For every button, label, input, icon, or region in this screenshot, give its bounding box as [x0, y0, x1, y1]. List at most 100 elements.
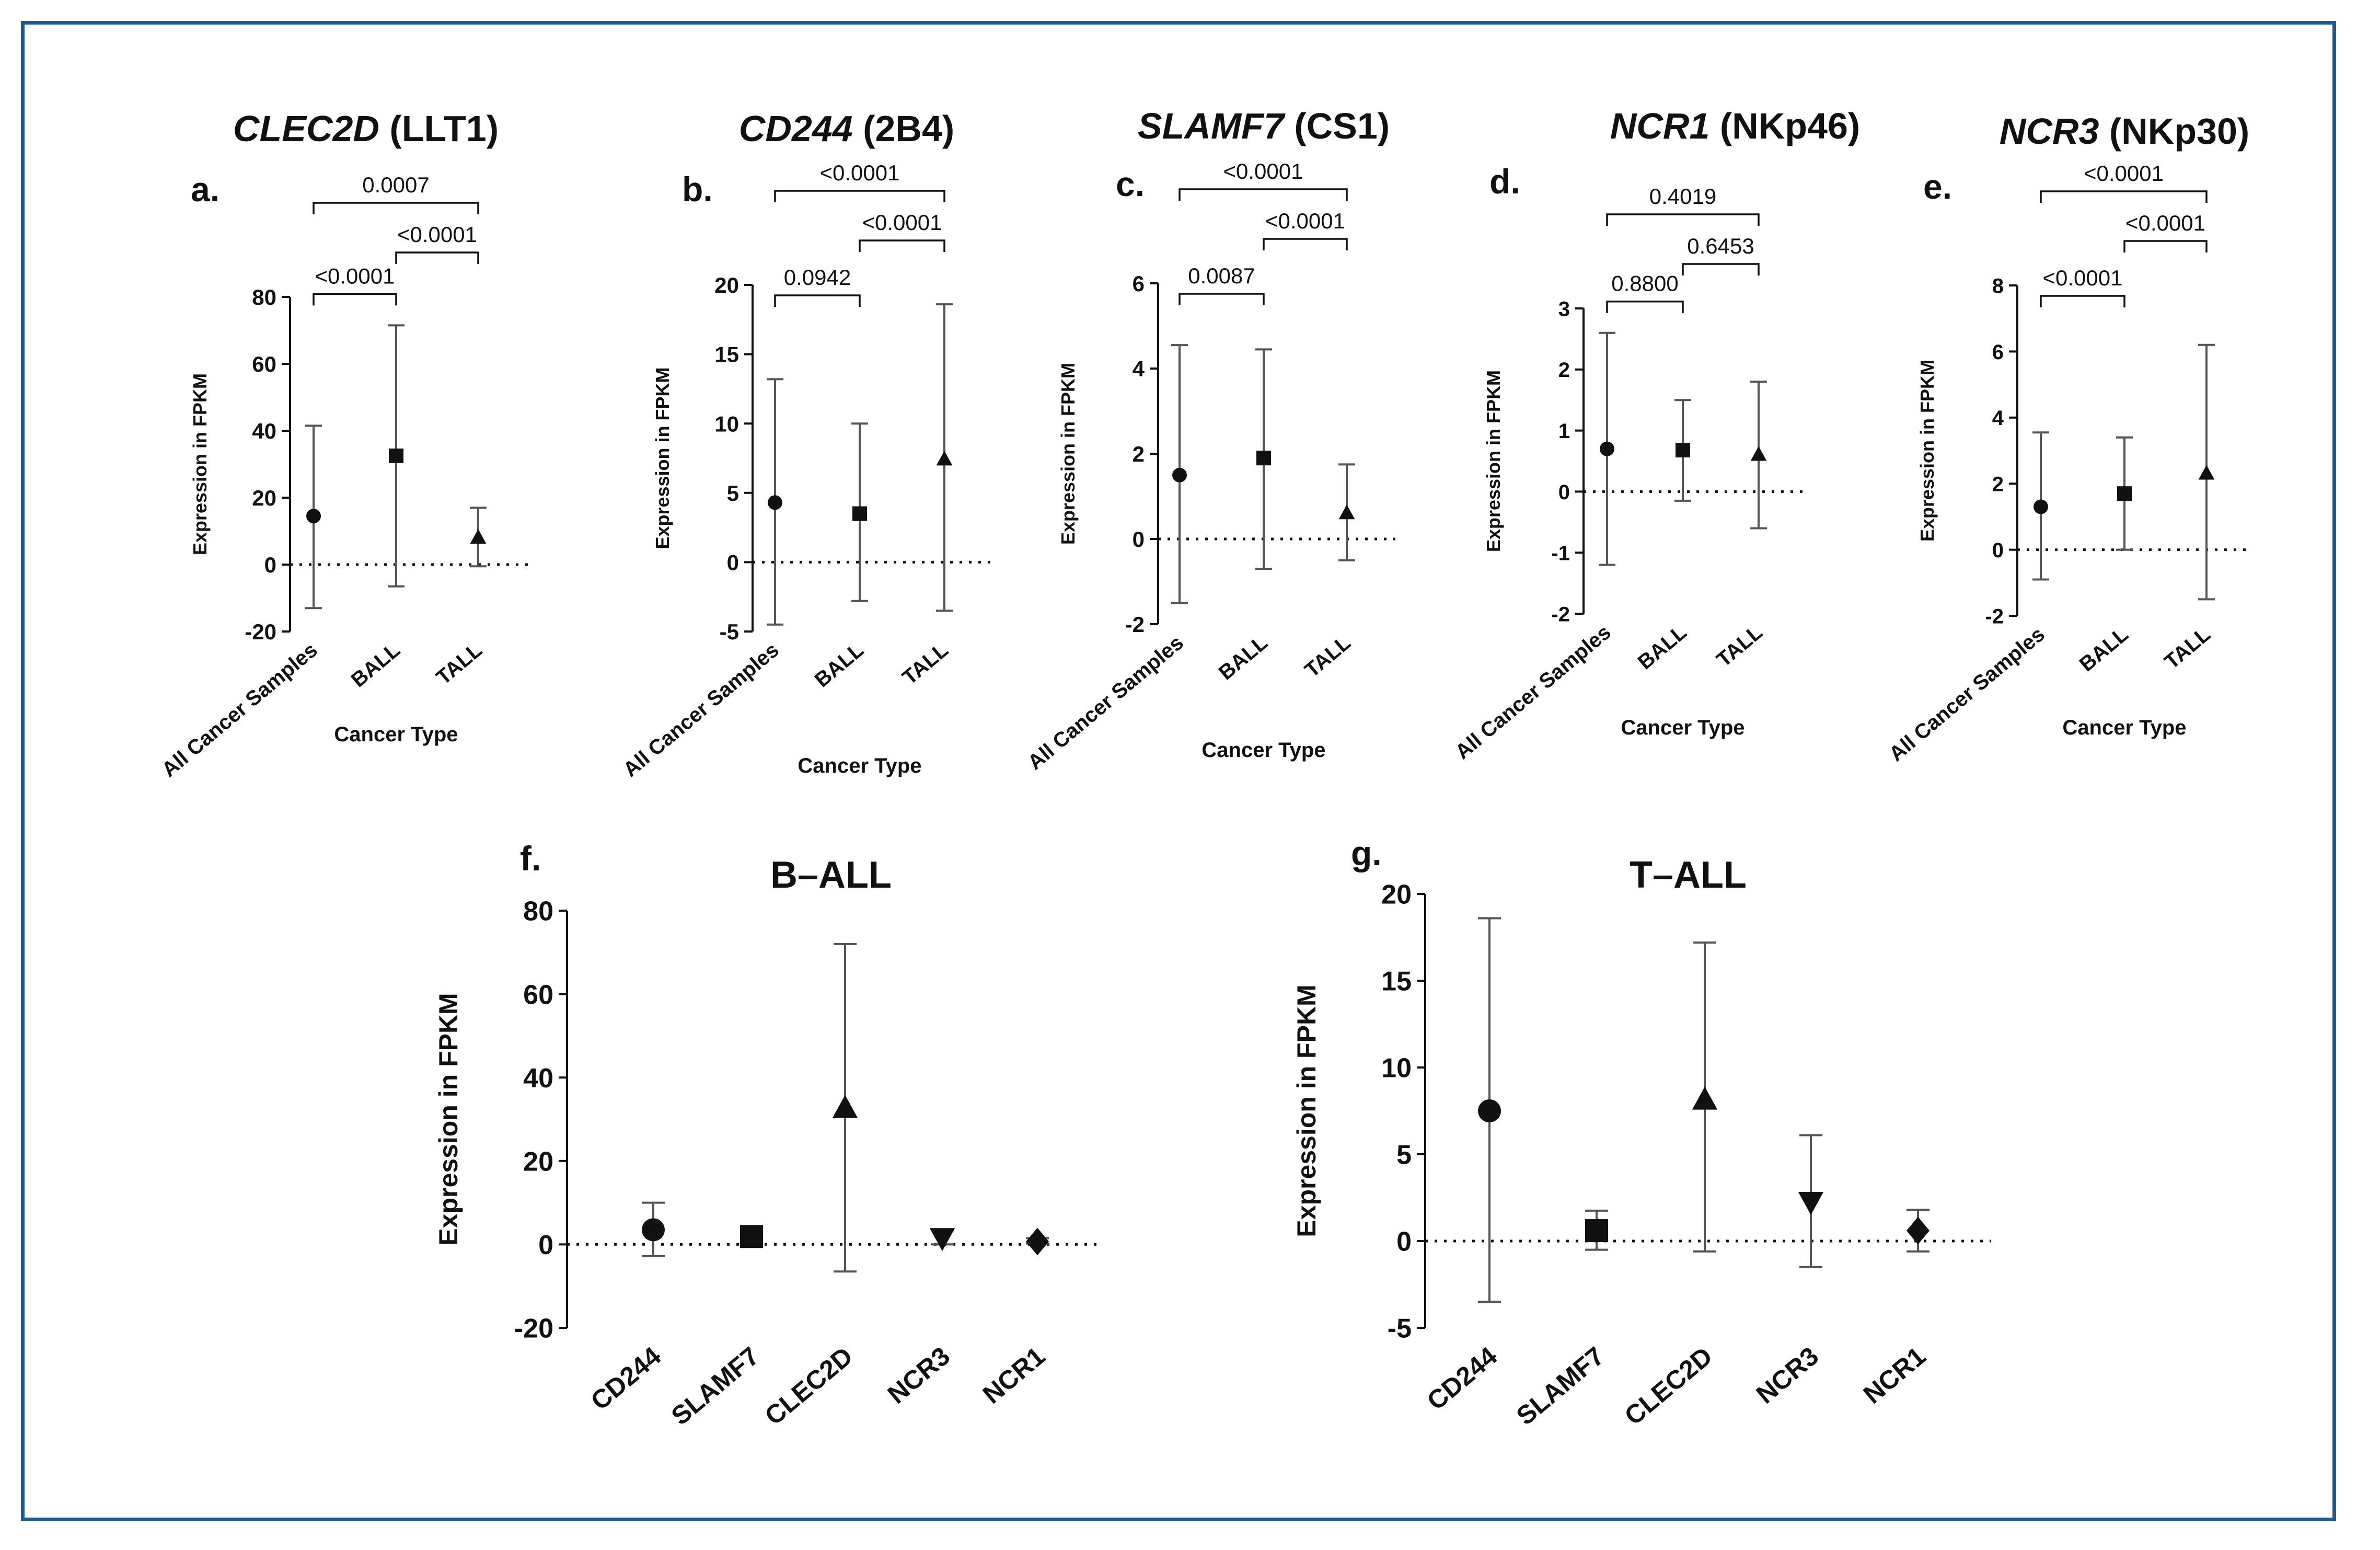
- p-value-label: 0.4019: [1649, 184, 1716, 209]
- chart-panel-g: g. T–ALL -5 0 5 10 15 20 Expression in FPKM CD244…: [1292, 834, 1991, 1431]
- y-tick-label: 0: [1558, 481, 1570, 504]
- y-tick-label: 5: [1396, 1140, 1412, 1170]
- y-tick-label: -5: [1388, 1314, 1412, 1344]
- y-tick-label: 1: [1558, 420, 1570, 443]
- x-tick-label: SLAMF7: [1511, 1341, 1610, 1431]
- x-tick-label: TALL: [2160, 623, 2214, 673]
- x-tick-label: CD244: [1422, 1341, 1503, 1416]
- y-tick-label: 0: [1396, 1227, 1412, 1257]
- y-tick-label: 2: [1133, 442, 1145, 466]
- p-value-label: <0.0001: [862, 210, 942, 235]
- significance-bracket: [774, 294, 861, 307]
- y-tick-label: 15: [1381, 967, 1412, 997]
- y-tick-label: 20: [1381, 880, 1412, 910]
- significance-bracket: [2123, 240, 2208, 252]
- chart-title: SLAMF7 (CS1): [1138, 106, 1390, 146]
- chart-title: T–ALL: [1630, 854, 1747, 896]
- y-tick-label: 20: [252, 486, 276, 510]
- x-tick-label: CD244: [585, 1341, 666, 1416]
- data-point-slamf7: [1585, 1219, 1608, 1243]
- x-axis-label: Cancer Type: [2062, 716, 2186, 739]
- x-tick-label: TALL: [1712, 621, 1766, 671]
- chart-title: NCR3 (NKp30): [2000, 111, 2249, 152]
- data-point-ball: [852, 506, 867, 521]
- data-point-slamf7: [740, 1225, 763, 1248]
- significance-bracket: [1606, 300, 1684, 313]
- panel-letter: a.: [191, 170, 219, 209]
- y-tick-label: 15: [714, 342, 739, 367]
- significance-bracket: [1263, 238, 1348, 250]
- data-point-ball: [1256, 451, 1271, 466]
- y-tick-label: 4: [1992, 407, 2004, 430]
- data-point-cd244: [642, 1218, 665, 1242]
- p-value-label: <0.0001: [315, 263, 395, 288]
- y-tick-label: 20: [523, 1147, 553, 1177]
- data-point-ball: [1676, 442, 1690, 457]
- panel-letter: c.: [1116, 165, 1145, 203]
- title-protein: (LLT1): [379, 108, 499, 149]
- y-tick-label: 80: [523, 897, 553, 927]
- p-value-label: 0.8800: [1611, 271, 1678, 296]
- y-tick-label: 8: [1992, 274, 2004, 297]
- panel-letter: e.: [1923, 167, 1952, 206]
- significance-bracket: [313, 293, 397, 306]
- chart-title: CLEC2D (LLT1): [233, 108, 499, 149]
- y-tick-label: -5: [720, 619, 739, 644]
- significance-bracket: [2040, 190, 2208, 203]
- x-tick-label: NCR3: [882, 1341, 955, 1409]
- chart-panel-b: b. CD244 (2B4) -5 0 5 10 15 20 Expression in FPK…: [619, 108, 993, 782]
- panel-letter: b.: [682, 170, 713, 209]
- y-tick-label: -20: [245, 619, 276, 644]
- y-tick-label: 3: [1558, 297, 1570, 320]
- chart-panel-d: d. NCR1 (NKp46) -2 -1 0 1 2 3 Expression in FPKM…: [1451, 106, 1860, 764]
- x-tick-label: All Cancer Samples: [1451, 621, 1615, 764]
- p-value-label: <0.0001: [2125, 211, 2205, 235]
- significance-bracket: [1682, 263, 1760, 275]
- data-point-all-cancer-samples: [768, 495, 782, 510]
- y-tick-label: 80: [252, 285, 276, 309]
- title-protein: (CS1): [1284, 106, 1390, 146]
- data-point-all-cancer-samples: [1600, 441, 1614, 456]
- y-tick-label: 5: [727, 481, 739, 506]
- significance-bracket: [1179, 293, 1265, 305]
- p-value-label: 0.0942: [784, 265, 851, 290]
- data-point-all-cancer-samples: [2034, 499, 2048, 514]
- panel-letter: d.: [1489, 162, 1520, 201]
- data-point-ncr3: [929, 1228, 955, 1252]
- data-point-ncr1: [1907, 1216, 1930, 1245]
- x-tick-label: SLAMF7: [666, 1341, 765, 1431]
- p-value-label: <0.0001: [2084, 161, 2164, 186]
- title-gene: CLEC2D: [233, 108, 379, 149]
- chart-title: NCR1 (NKp46): [1610, 106, 1860, 146]
- significance-bracket: [1606, 213, 1760, 226]
- y-axis-label: Expression in FPKM: [434, 993, 463, 1245]
- p-value-label: 0.6453: [1687, 234, 1754, 258]
- title-gene: SLAMF7: [1138, 106, 1286, 146]
- data-point-clec2d: [1692, 1086, 1718, 1110]
- y-axis-label: Expression in FPKM: [1057, 363, 1079, 545]
- data-point-tall: [1338, 504, 1355, 520]
- x-tick-label: NCR1: [1858, 1341, 1931, 1409]
- x-tick-label: TALL: [1300, 631, 1355, 682]
- y-tick-label: -2: [1125, 612, 1145, 637]
- x-axis-label: Cancer Type: [798, 754, 921, 777]
- x-tick-label: All Cancer Samples: [1885, 623, 2049, 766]
- x-tick-label: NCR3: [1751, 1341, 1824, 1409]
- title-protein: (2B4): [853, 108, 954, 149]
- title-protein: (NKp46): [1709, 106, 1860, 146]
- y-tick-label: 0: [1992, 539, 2004, 562]
- data-point-ncr3: [1798, 1192, 1824, 1215]
- x-tick-label: TALL: [898, 638, 952, 689]
- y-axis-label: Expression in FPKM: [189, 373, 211, 555]
- y-tick-label: 60: [252, 352, 276, 376]
- y-tick-label: -2: [1551, 603, 1570, 626]
- x-axis-label: Cancer Type: [334, 723, 458, 746]
- x-tick-label: CLEC2D: [1619, 1341, 1718, 1431]
- x-tick-label: BALL: [811, 638, 868, 692]
- title-gene: NCR1: [1610, 106, 1710, 146]
- data-point-all-cancer-samples: [306, 509, 321, 524]
- x-tick-label: BALL: [2075, 623, 2133, 676]
- p-value-label: <0.0001: [2043, 266, 2123, 290]
- y-tick-label: 0: [1133, 527, 1145, 552]
